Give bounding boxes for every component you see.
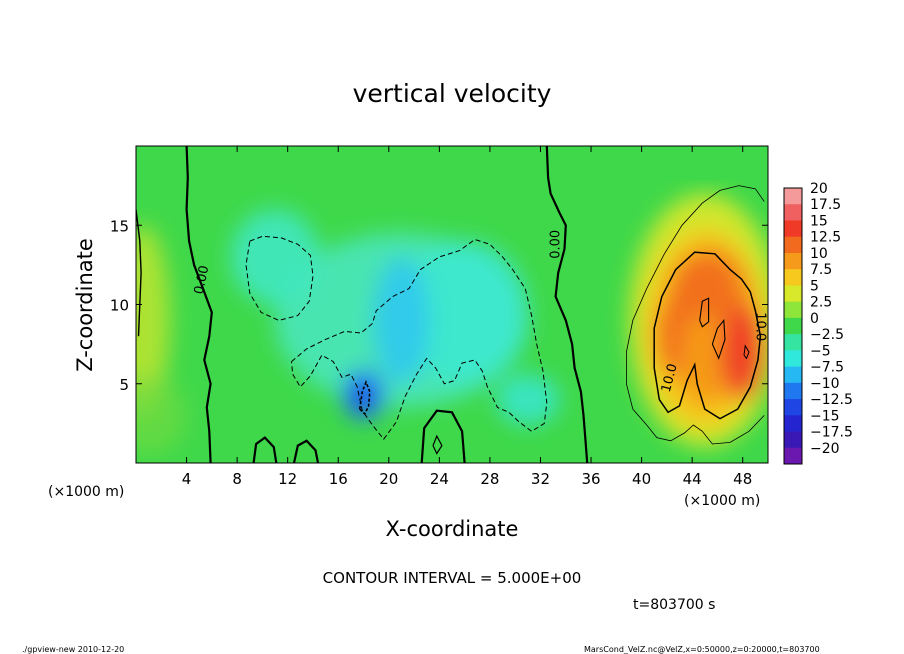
colorbar-swatch (784, 188, 802, 205)
colorbar-swatch (784, 204, 802, 221)
x-axis-label: X-coordinate (386, 517, 519, 541)
x-tick-label: 20 (379, 470, 398, 488)
colorbar-swatch (784, 334, 802, 351)
colorbar-swatch (784, 366, 802, 384)
contour-lines (136, 146, 765, 463)
contour-positive (646, 415, 765, 445)
colorbar-swatch (784, 220, 802, 238)
colorbar-label: 20 (810, 181, 828, 197)
field-blob (401, 241, 528, 384)
x-tick-label: 8 (232, 470, 242, 488)
y-tick-label: 10 (110, 297, 129, 315)
colorbar-label: 15 (810, 213, 828, 229)
heatmap-field (136, 146, 768, 463)
contour-zero (252, 436, 278, 463)
contour-negative (291, 238, 548, 441)
field-blobs (136, 193, 768, 456)
contour-ten-inner (699, 297, 710, 328)
contour-negative (245, 235, 314, 321)
colorbar-label: 12.5 (810, 230, 841, 246)
contour-label: 10.0 (753, 312, 768, 341)
x-tick-label: 44 (683, 470, 702, 488)
colorbar: 2017.51512.5107.552.50−2.5−5−7.5−10−12.5… (783, 181, 853, 465)
field-blob (136, 375, 187, 456)
field-blob (669, 253, 741, 324)
contour-label: 0.00 (192, 264, 213, 295)
y-tick-label: 15 (110, 217, 129, 235)
y-axis-label: Z-coordinate (73, 238, 97, 372)
x-tick-label: 32 (531, 470, 550, 488)
time-text: t=803700 s (633, 597, 715, 613)
colorbar-swatch (784, 301, 802, 319)
x-unit-label-left: (×1000 m) (48, 484, 124, 500)
y-axis: 5 10 15 (110, 217, 768, 394)
colorbar-swatch (784, 399, 802, 416)
colorbar-frame (783, 187, 803, 465)
field-blob (230, 209, 320, 305)
colorbar-swatch (784, 415, 802, 433)
x-axis: 4 8 12 16 20 24 28 32 36 40 44 48 (182, 146, 752, 488)
colorbar-label: −2.5 (810, 327, 844, 343)
contour-zero (136, 209, 142, 337)
contour-zero (292, 439, 320, 463)
contour-label: 10.0 (659, 362, 681, 394)
colorbar-swatch (784, 350, 802, 368)
colorbar-label: −7.5 (810, 360, 844, 376)
contour-interval-text: CONTOUR INTERVAL = 5.000E+00 (323, 569, 582, 587)
contour-small (432, 434, 443, 455)
colorbar-label: 5 (810, 278, 819, 294)
colorbar-label: 10 (810, 246, 828, 262)
contour-fifteen (743, 344, 750, 360)
colorbar-label: 2.5 (810, 295, 832, 311)
footer-left: ./gpview-new 2010-12-20 (22, 645, 124, 654)
field-blob (373, 256, 430, 384)
colorbar-label: 0 (810, 311, 819, 327)
x-tick-label: 12 (278, 470, 297, 488)
contour-label: 0.00 (548, 230, 563, 259)
x-tick-label: 36 (581, 470, 600, 488)
colorbar-swatch (784, 269, 802, 286)
colorbar-swatch (784, 252, 802, 270)
colorbar-swatch (784, 236, 802, 254)
colorbar-swatch (784, 317, 802, 335)
x-unit-label-right: (×1000 m) (684, 493, 760, 509)
colorbar-label: 7.5 (810, 262, 832, 278)
field-blob (136, 225, 171, 416)
contour-labels: 0.00 0.00 10.0 10.0 (192, 230, 768, 394)
colorbar-label: −17.5 (810, 425, 853, 441)
x-tick-label: 48 (733, 470, 752, 488)
contour-ten-inner (711, 318, 726, 360)
colorbar-label: −5 (810, 343, 831, 359)
y-tick-label: 5 (119, 376, 129, 394)
colorbar-label: −12.5 (810, 392, 853, 408)
x-tick-label: 24 (430, 470, 449, 488)
contour-zero (420, 409, 466, 463)
colorbar-swatch (784, 382, 802, 400)
field-blob (496, 374, 560, 425)
colorbar-swatch (784, 285, 802, 303)
colorbar-label: −10 (810, 376, 840, 392)
x-tick-label: 4 (182, 470, 192, 488)
colorbar-label: −15 (810, 408, 840, 424)
colorbar-label: −20 (810, 441, 840, 457)
footer-right: MarsCond_VelZ.nc@VelZ,x=0:50000,z=0:2000… (584, 645, 820, 654)
contour-negative-strong (358, 380, 371, 416)
colorbar-swatch (784, 447, 802, 465)
colorbar-label: 17.5 (810, 197, 841, 213)
x-tick-label: 16 (329, 470, 348, 488)
x-tick-label: 40 (632, 470, 651, 488)
field-blob (680, 312, 719, 408)
x-tick-label: 28 (480, 470, 499, 488)
chart-title: vertical velocity (353, 79, 552, 108)
contour-positive (626, 185, 765, 426)
colorbar-swatch (784, 431, 802, 449)
contour-zero (185, 146, 213, 463)
contour-ten (653, 251, 762, 420)
contour-zero (545, 146, 589, 463)
